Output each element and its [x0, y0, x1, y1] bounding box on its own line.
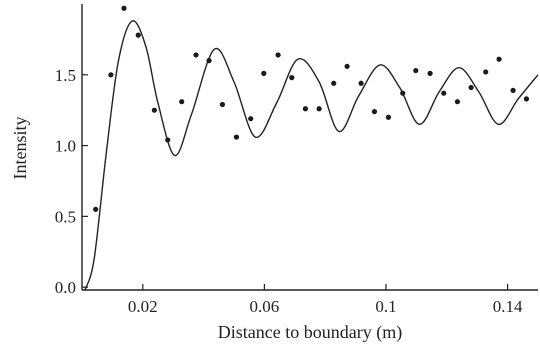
data-point: [179, 99, 185, 105]
data-point: [344, 63, 350, 69]
data-point: [385, 114, 392, 120]
data-point: [206, 58, 212, 64]
data-point: [441, 90, 447, 96]
x-axis-label: Distance to boundary (m): [218, 322, 402, 343]
data-points: [93, 5, 530, 212]
data-point: [261, 70, 267, 76]
data-point: [427, 70, 433, 76]
data-point: [233, 134, 240, 140]
data-point: [151, 107, 157, 113]
data-point: [358, 80, 364, 86]
data-point: [316, 106, 322, 112]
x-tick-label: 0.06: [250, 297, 280, 316]
data-point: [248, 116, 254, 122]
x-tick-label: 0.1: [375, 297, 396, 316]
data-point: [219, 101, 226, 108]
y-tick-label: 1.5: [55, 66, 76, 85]
y-axis-ticks: 0.0 0.5 1.0 1.5: [55, 66, 88, 297]
data-point: [496, 56, 502, 62]
plot-frame: [82, 4, 538, 290]
data-point: [523, 96, 530, 102]
x-axis-ticks: 0.02 0.06 0.1 0.14: [128, 284, 523, 316]
data-point: [468, 84, 474, 91]
plot-area: 0.02 0.06 0.1 0.14 0.0 0.5 1.0 1.5: [55, 4, 539, 316]
y-tick-label: 0.5: [55, 207, 76, 226]
fit-curve-line: [84, 20, 539, 291]
x-tick-label: 0.02: [128, 297, 158, 316]
data-point: [193, 52, 199, 58]
data-point: [400, 90, 406, 96]
data-point: [454, 99, 461, 105]
y-axis-label: Intensity: [10, 117, 30, 180]
data-point: [483, 69, 489, 75]
data-point: [135, 32, 141, 38]
data-point: [108, 72, 114, 78]
y-tick-label: 0.0: [55, 278, 76, 297]
x-tick-label: 0.14: [493, 297, 523, 316]
data-point: [413, 67, 419, 74]
data-point: [93, 206, 99, 212]
data-point: [275, 52, 281, 58]
data-point: [289, 75, 295, 81]
data-point: [302, 106, 309, 112]
data-point: [121, 5, 127, 11]
y-tick-label: 1.0: [55, 137, 76, 156]
data-point: [165, 137, 171, 143]
data-point: [371, 109, 378, 115]
data-point: [510, 87, 516, 93]
data-point: [331, 80, 337, 86]
